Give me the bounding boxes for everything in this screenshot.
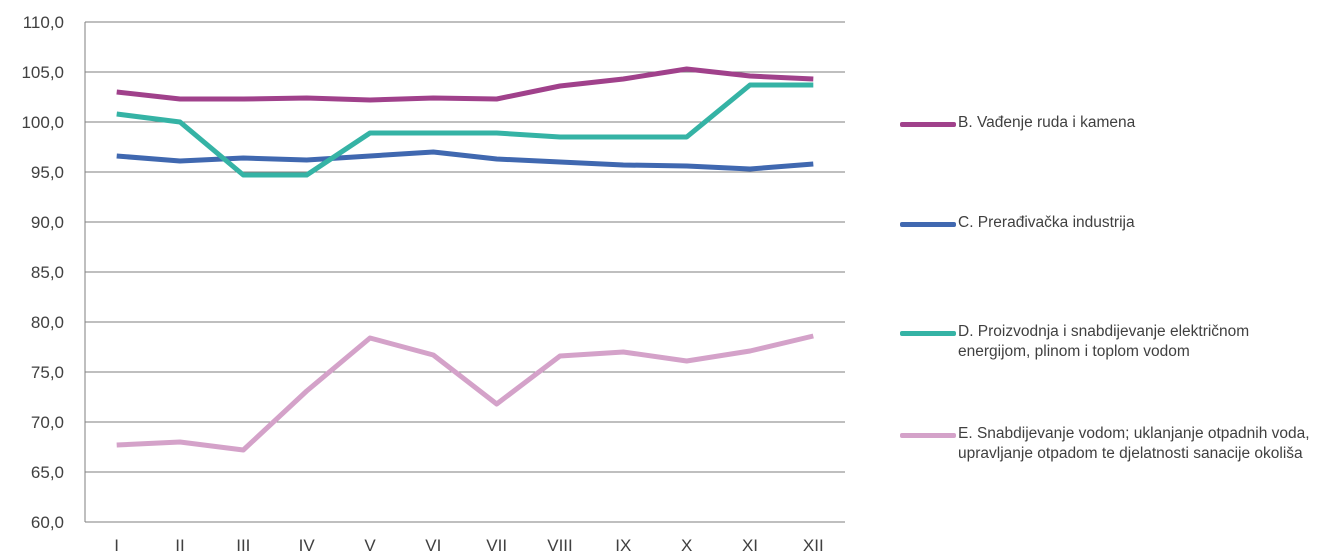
legend-label: C. Prerađivačka industrija [958,214,1135,231]
legend-item: C. Prerađivačka industrija [900,213,1320,233]
x-tick-label: II [175,536,184,555]
y-tick-label: 80,0 [31,313,64,332]
legend-swatch [900,222,956,227]
legend-swatch [900,433,956,438]
y-tick-label: 95,0 [31,163,64,182]
y-tick-label: 60,0 [31,513,64,532]
legend-label: E. Snabdijevanje vodom; uklanjanje otpad… [958,425,1310,462]
series-line-d [116,82,814,178]
legend-swatch [900,331,956,336]
x-tick-label: V [364,536,376,555]
legend: B. Vađenje ruda i kamena C. Prerađivačka … [900,0,1325,560]
y-tick-label: 105,0 [21,63,64,82]
y-tick-label: 110,0 [23,13,64,32]
legend-item: D. Proizvodnja i snabdijevanje električn… [900,322,1320,362]
x-tick-label: XI [742,536,758,555]
y-tick-label: 65,0 [31,463,64,482]
x-tick-label: XII [803,536,824,555]
x-tick-label: VIII [547,536,573,555]
x-tick-label: I [114,536,119,555]
x-tick-label: IX [615,536,631,555]
y-axis-ticks: 60,0 65,0 70,0 75,0 80,0 85,0 90,0 95,0 100,0 105… [21,13,64,532]
legend-item: E. Snabdijevanje vodom; uklanjanje otpad… [900,424,1320,464]
series-line-e [116,333,814,453]
x-tick-label: III [236,536,250,555]
y-tick-label: 85,0 [31,263,64,282]
y-tick-label: 70,0 [31,413,64,432]
legend-item: B. Vađenje ruda i kamena [900,113,1320,133]
y-tick-label: 90,0 [31,213,64,232]
legend-label: D. Proizvodnja i snabdijevanje električn… [958,323,1250,360]
x-tick-label: VII [486,536,507,555]
line-chart: 60,0 65,0 70,0 75,0 80,0 85,0 90,0 95,0 100,0 105… [21,13,845,555]
series-line-c [116,149,814,172]
x-tick-label: IV [299,536,316,555]
y-tick-label: 100,0 [21,113,64,132]
x-axis-ticks: I II III IV V VI VII VIII IX X XI XII [114,536,823,555]
series-line-b [116,66,814,103]
legend-label: B. Vađenje ruda i kamena [958,114,1136,131]
series-lines [116,66,814,453]
legend-swatch [900,122,956,127]
x-tick-label: VI [425,536,441,555]
y-tick-label: 75,0 [31,363,64,382]
x-tick-label: X [681,536,692,555]
